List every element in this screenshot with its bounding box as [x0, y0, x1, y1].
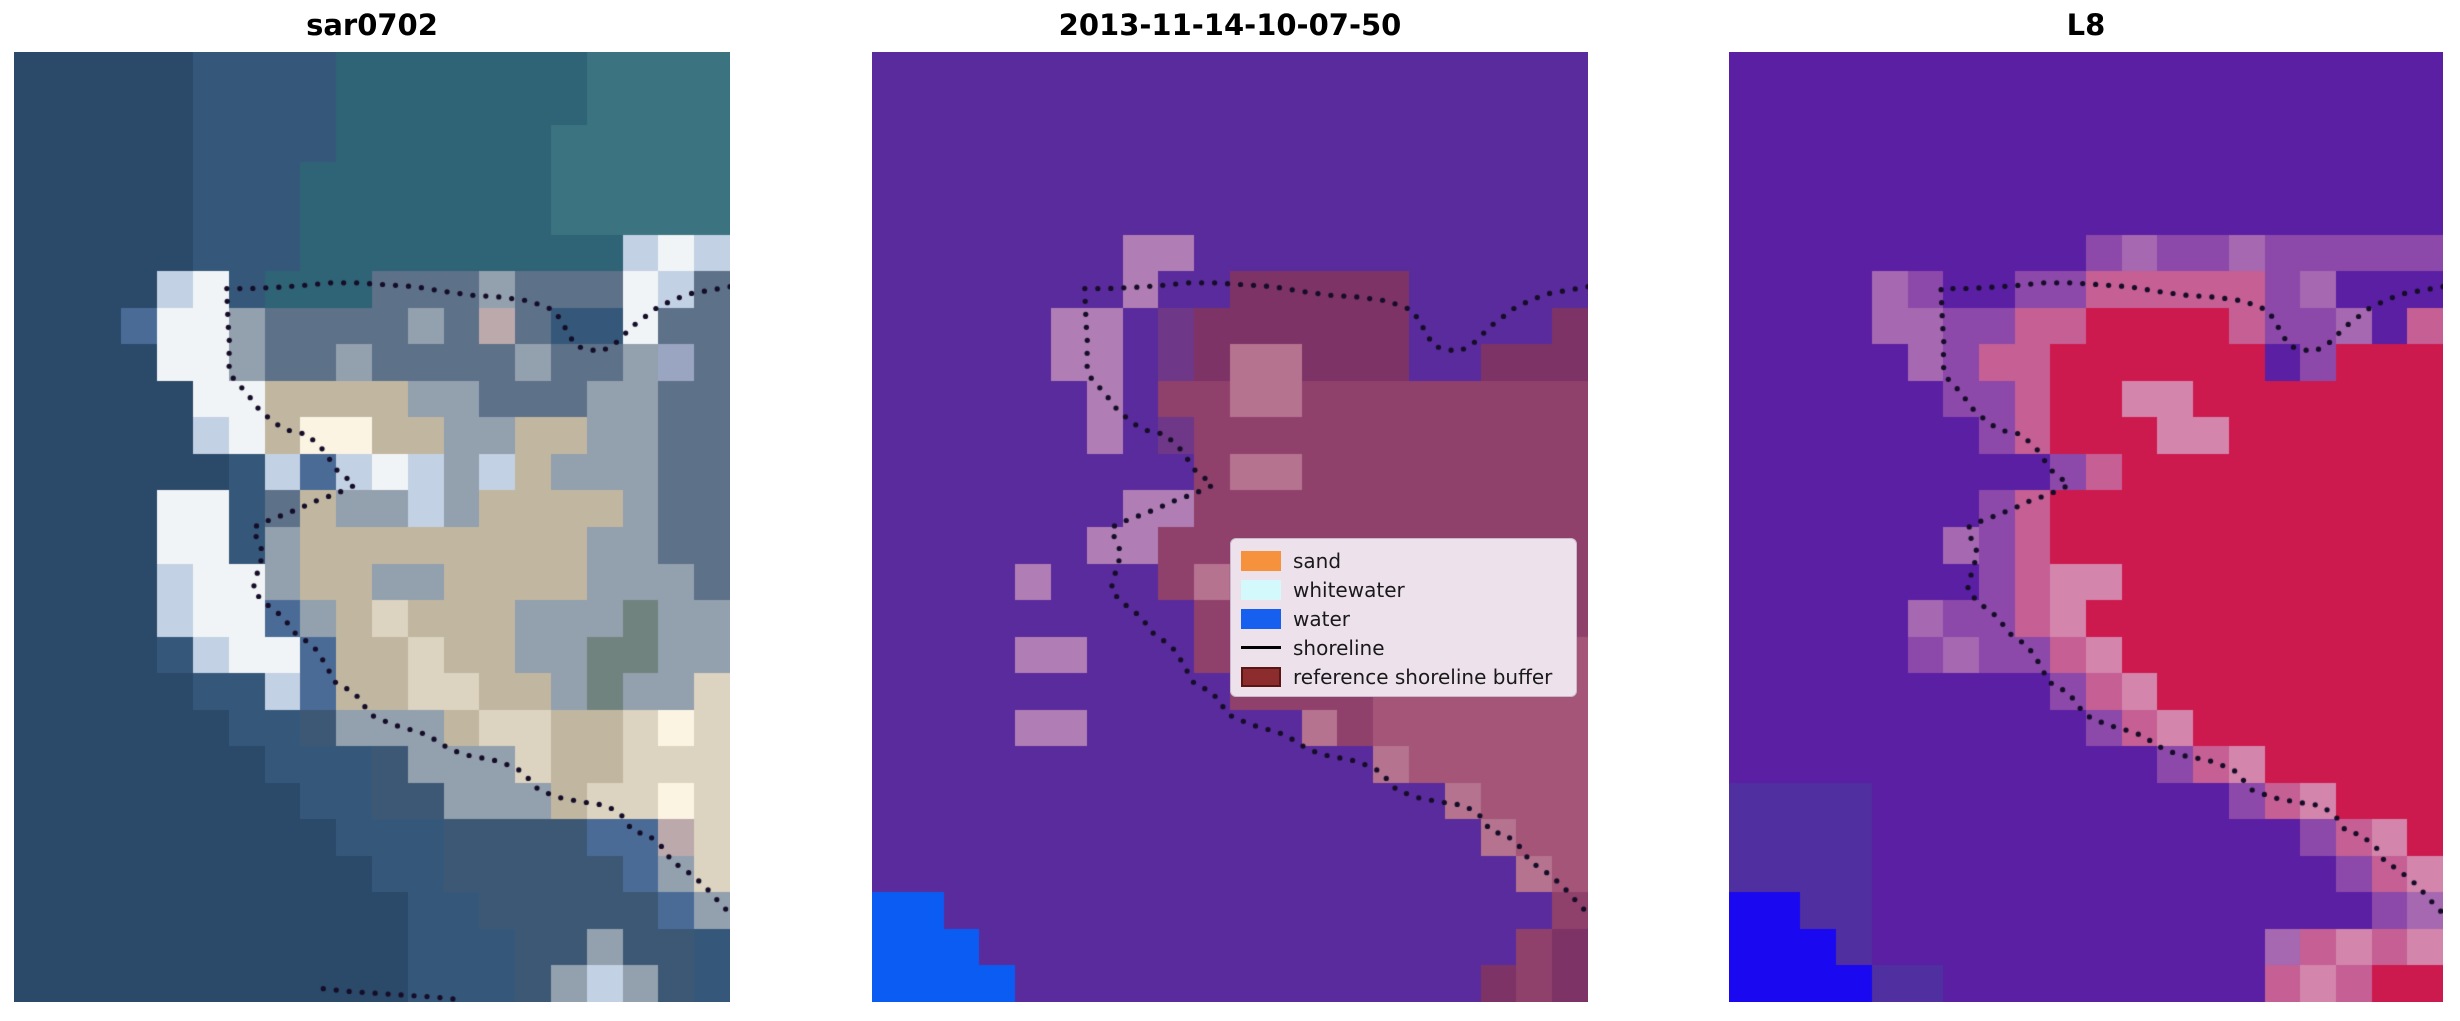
legend-item-whitewater: whitewater — [1241, 575, 1564, 604]
panel-title-datetime: 2013-11-14-10-07-50 — [1058, 8, 1402, 42]
legend-patch-swatch — [1241, 579, 1281, 600]
legend-item-sand: sand — [1241, 546, 1564, 575]
legend: sand whitewater water shoreline reference sh… — [1230, 538, 1577, 697]
legend-label: sand — [1293, 548, 1342, 573]
legend-item-water: water — [1241, 604, 1564, 633]
legend-item-reference-shoreline-buffer: reference shoreline buffer — [1241, 662, 1564, 691]
panel-image-l8 — [1729, 52, 2443, 1002]
panel-title-l8: L8 — [2066, 8, 2106, 42]
panel-image-sar0702 — [14, 52, 730, 1002]
panel-image-classified — [872, 52, 1588, 1002]
legend-label: whitewater — [1293, 577, 1405, 602]
legend-label: water — [1293, 606, 1350, 631]
legend-patch-swatch — [1241, 608, 1281, 629]
legend-label: reference shoreline buffer — [1293, 664, 1553, 689]
legend-line-swatch — [1241, 646, 1281, 649]
legend-label: shoreline — [1293, 635, 1385, 660]
legend-patch-swatch — [1241, 550, 1281, 571]
legend-item-shoreline: shoreline — [1241, 633, 1564, 662]
legend-patch-swatch — [1241, 666, 1281, 687]
panel-title-sar0702: sar0702 — [306, 8, 438, 42]
